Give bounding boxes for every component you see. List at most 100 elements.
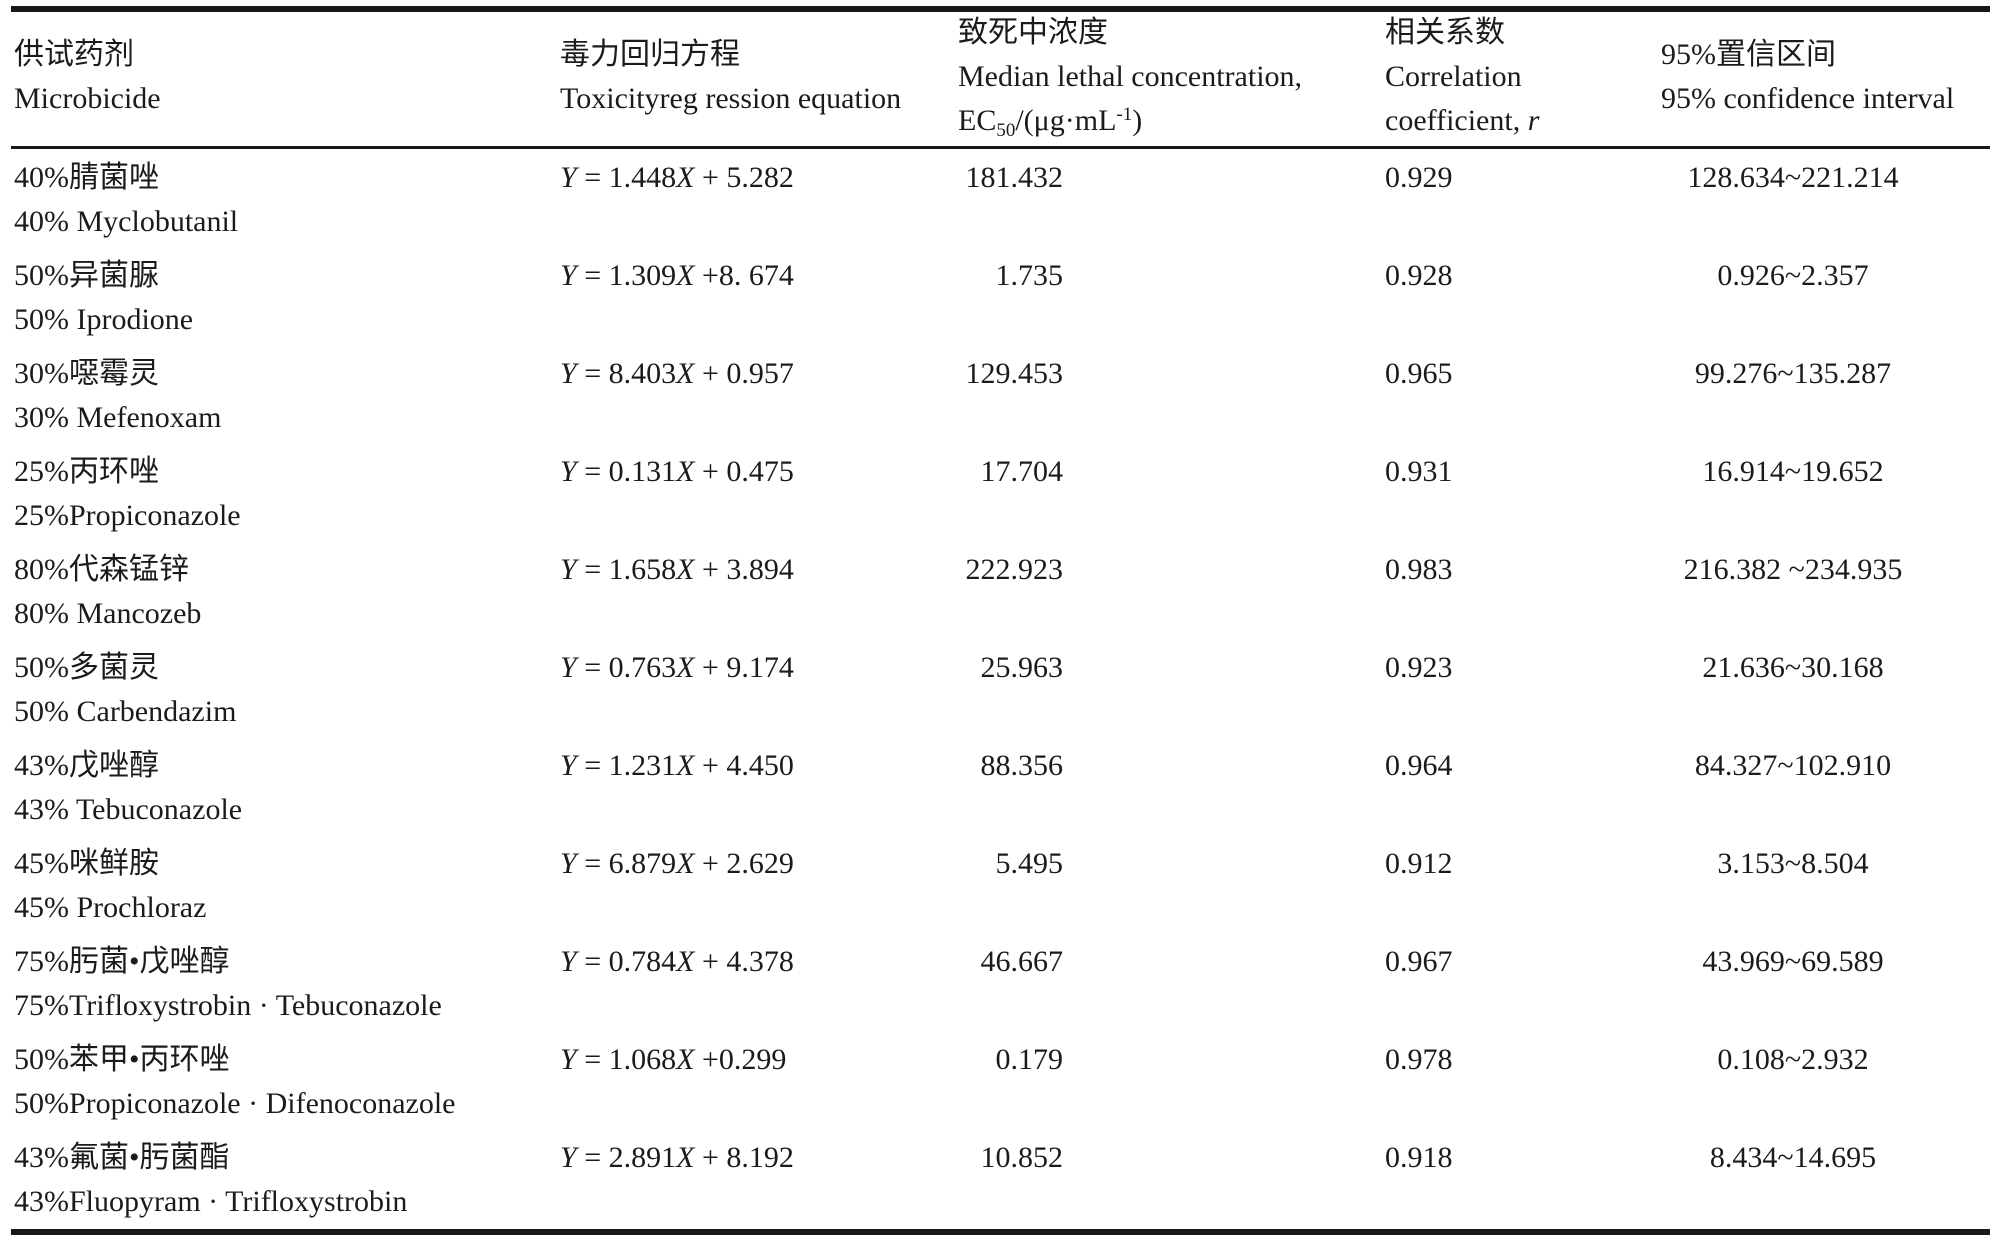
- ec50-value: 1.735: [995, 259, 1064, 292]
- table-row: 75%肟菌•戊唑醇 75%Trifloxystrobin · Tebuconaz…: [10, 930, 1991, 1028]
- equation-equals: =: [576, 847, 609, 880]
- header-correlation-en2: coefficient, r: [1385, 104, 1540, 137]
- equation-var-x: X: [676, 553, 695, 586]
- correlation-cell: 0.931: [1381, 440, 1657, 538]
- equation-intercept-value: + 5.282: [701, 161, 794, 194]
- header-regression-en: Toxicityreg ression equation: [560, 82, 902, 115]
- equation-equals: =: [576, 553, 609, 586]
- equation-var-y: Y: [560, 1141, 577, 1174]
- equation-intercept: [694, 161, 702, 194]
- correlation-value: 0.912: [1385, 847, 1453, 880]
- table-row: 45%咪鲜胺 45% Prochloraz Y = 6.879X + 2.629…: [10, 832, 1991, 930]
- header-correlation-cn: 相关系数: [1385, 16, 1505, 49]
- equation-var-x: X: [676, 357, 695, 390]
- header-microbicide-en: Microbicide: [14, 82, 161, 115]
- equation-intercept-value: + 0.957: [701, 357, 794, 390]
- confidence-interval-cell: 99.276~135.287: [1657, 342, 1991, 440]
- equation-cell: Y = 0.784X + 4.378: [556, 930, 953, 1028]
- ec50-superscript: -1: [1116, 104, 1133, 125]
- table-row: 43%戊唑醇 43% Tebuconazole Y = 1.231X + 4.4…: [10, 734, 1991, 832]
- header-correlation-en1: Correlation: [1385, 60, 1522, 93]
- correlation-cell: 0.923: [1381, 636, 1657, 734]
- equation-var-y: Y: [560, 259, 577, 292]
- ec50-value: 0.179: [995, 1043, 1064, 1076]
- confidence-interval-cell: 3.153~8.504: [1657, 832, 1991, 930]
- equation-var-x: X: [676, 945, 695, 978]
- ec50-value: 181.432: [965, 161, 1064, 194]
- equation-slope: 1.448: [608, 161, 677, 194]
- microbicide-name-cn: 40%腈菌唑: [14, 161, 159, 194]
- equation-var-y: Y: [560, 749, 577, 782]
- equation-equals: =: [576, 357, 609, 390]
- correlation-value: 0.929: [1385, 161, 1453, 194]
- confidence-interval-value: 0.108~2.932: [1717, 1043, 1869, 1076]
- equation-equals: =: [576, 1043, 609, 1076]
- equation-intercept: [694, 945, 702, 978]
- correlation-cell: 0.929: [1381, 146, 1657, 244]
- microbicide-name-en: 80% Mancozeb: [14, 597, 202, 630]
- ec50-value: 46.667: [980, 945, 1064, 978]
- microbicide-name-en: 43%Fluopyram · Trifloxystrobin: [14, 1185, 408, 1218]
- equation-var-x: X: [676, 259, 695, 292]
- correlation-value: 0.983: [1385, 553, 1453, 586]
- equation-slope: 0.131: [608, 455, 677, 488]
- microbicide-name-cn: 75%肟菌•戊唑醇: [14, 945, 230, 978]
- microbicide-cell: 50%苯甲•丙环唑 50%Propiconazole · Difenoconaz…: [10, 1028, 556, 1126]
- microbicide-name-en: 25%Propiconazole: [14, 499, 241, 532]
- equation-var-y: Y: [560, 1043, 577, 1076]
- microbicide-name-en: 45% Prochloraz: [14, 891, 207, 924]
- correlation-value: 0.931: [1385, 455, 1453, 488]
- equation-cell: Y = 1.068X +0.299: [556, 1028, 953, 1126]
- correlation-value: 0.923: [1385, 651, 1453, 684]
- correlation-cell: 0.983: [1381, 538, 1657, 636]
- microbicide-name-en: 50% Carbendazim: [14, 695, 237, 728]
- confidence-interval-value: 3.153~8.504: [1717, 847, 1869, 880]
- equation-intercept: [694, 1043, 702, 1076]
- equation-intercept: [694, 651, 702, 684]
- equation-var-y: Y: [560, 945, 577, 978]
- equation-cell: Y = 0.131X + 0.475: [556, 440, 953, 538]
- equation-cell: Y = 1.658X + 3.894: [556, 538, 953, 636]
- table-row: 80%代森锰锌 80% Mancozeb Y = 1.658X + 3.894 …: [10, 538, 1991, 636]
- confidence-interval-cell: 216.382 ~234.935: [1657, 538, 1991, 636]
- microbicide-cell: 45%咪鲜胺 45% Prochloraz: [10, 832, 556, 930]
- equation-cell: Y = 0.763X + 9.174: [556, 636, 953, 734]
- correlation-value: 0.978: [1385, 1043, 1453, 1076]
- microbicide-name-cn: 45%咪鲜胺: [14, 847, 159, 880]
- equation-slope: 1.309: [608, 259, 677, 292]
- table-row: 25%丙环唑 25%Propiconazole Y = 0.131X + 0.4…: [10, 440, 1991, 538]
- equation-intercept-value: + 9.174: [701, 651, 794, 684]
- microbicide-cell: 80%代森锰锌 80% Mancozeb: [10, 538, 556, 636]
- microbicide-cell: 30%噁霉灵 30% Mefenoxam: [10, 342, 556, 440]
- equation-equals: =: [576, 259, 609, 292]
- correlation-cell: 0.967: [1381, 930, 1657, 1028]
- table-row: 30%噁霉灵 30% Mefenoxam Y = 8.403X + 0.957 …: [10, 342, 1991, 440]
- equation-intercept-value: + 4.450: [701, 749, 794, 782]
- equation-var-x: X: [676, 749, 695, 782]
- equation-cell: Y = 1.309X +8. 674: [556, 244, 953, 342]
- confidence-interval-cell: 8.434~14.695: [1657, 1126, 1991, 1224]
- ec50-cell: 129.453: [953, 342, 1381, 440]
- equation-var-x: X: [676, 1043, 695, 1076]
- ec50-cell: 10.852: [953, 1126, 1381, 1224]
- equation-intercept: [694, 749, 702, 782]
- equation-cell: Y = 1.448X + 5.282: [556, 146, 953, 244]
- equation-slope: 1.231: [608, 749, 677, 782]
- table-top-rule: [11, 6, 1990, 12]
- microbicide-name-cn: 50%异菌脲: [14, 259, 159, 292]
- equation-var-y: Y: [560, 847, 577, 880]
- ec50-cell: 181.432: [953, 146, 1381, 244]
- microbicide-name-cn: 30%噁霉灵: [14, 357, 159, 390]
- microbicide-name-cn: 50%多菌灵: [14, 651, 159, 684]
- equation-var-y: Y: [560, 161, 577, 194]
- ec50-value: 129.453: [965, 357, 1064, 390]
- equation-cell: Y = 2.891X + 8.192: [556, 1126, 953, 1224]
- equation-intercept-value: + 8.192: [701, 1141, 794, 1174]
- confidence-interval-value: 43.969~69.589: [1702, 945, 1884, 978]
- equation-cell: Y = 6.879X + 2.629: [556, 832, 953, 930]
- ec50-cell: 88.356: [953, 734, 1381, 832]
- equation-var-x: X: [676, 455, 695, 488]
- confidence-interval-value: 128.634~221.214: [1687, 161, 1899, 194]
- equation-intercept: [694, 847, 702, 880]
